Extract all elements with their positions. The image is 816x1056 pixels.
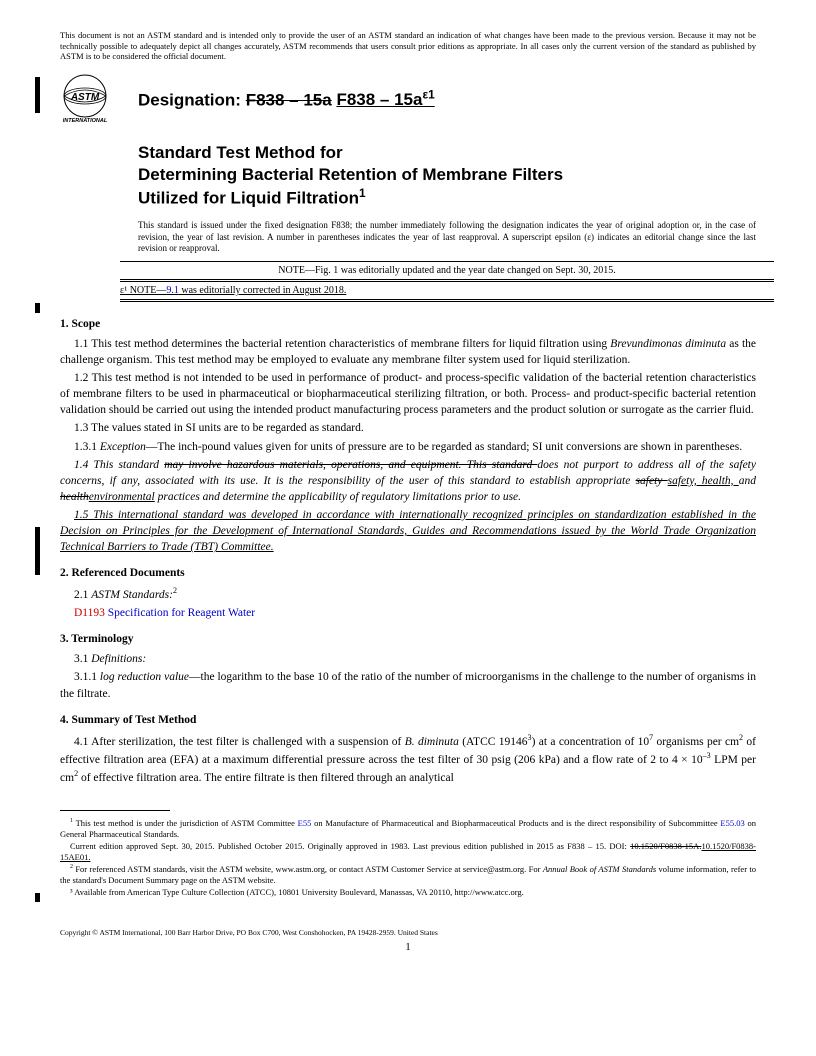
link-section-9-1[interactable]: 9.1 <box>166 285 179 296</box>
svg-text:ASTM: ASTM <box>70 92 100 103</box>
summary-heading: 4. Summary of Test Method <box>60 712 756 728</box>
designation: Designation: F838 – 15a F838 – 15aε1 <box>138 88 435 111</box>
issuance-note: This standard is issued under the fixed … <box>138 220 756 255</box>
footnotes: 1 This test method is under the jurisdic… <box>60 814 756 898</box>
svg-text:INTERNATIONAL: INTERNATIONAL <box>63 118 108 124</box>
epsilon-note: ε¹ NOTE—9.1 was editorially corrected in… <box>120 282 774 302</box>
scope-heading: 1. Scope <box>60 316 756 332</box>
header-row: ASTM INTERNATIONAL Designation: F838 – 1… <box>60 74 756 124</box>
link-d1193[interactable]: D1193 <box>74 607 105 619</box>
terminology-heading: 3. Terminology <box>60 631 756 647</box>
disclaimer-text: This document is not an ASTM standard an… <box>60 30 756 62</box>
link-d1193-title[interactable]: Specification for Reagent Water <box>105 607 255 619</box>
link-e55[interactable]: E55 <box>298 818 312 828</box>
astm-logo: ASTM INTERNATIONAL <box>60 74 120 124</box>
link-e55-03[interactable]: E55.03 <box>720 818 744 828</box>
copyright: Copyright © ASTM International, 100 Barr… <box>60 928 756 937</box>
page-number: 1 <box>60 941 756 953</box>
body-text: 1. Scope 1.1 This test method determines… <box>60 316 756 786</box>
editorial-note-1: NOTE—Fig. 1 was editorially updated and … <box>120 261 774 282</box>
referenced-docs-heading: 2. Referenced Documents <box>60 565 756 581</box>
title-block: Standard Test Method for Determining Bac… <box>138 142 756 302</box>
